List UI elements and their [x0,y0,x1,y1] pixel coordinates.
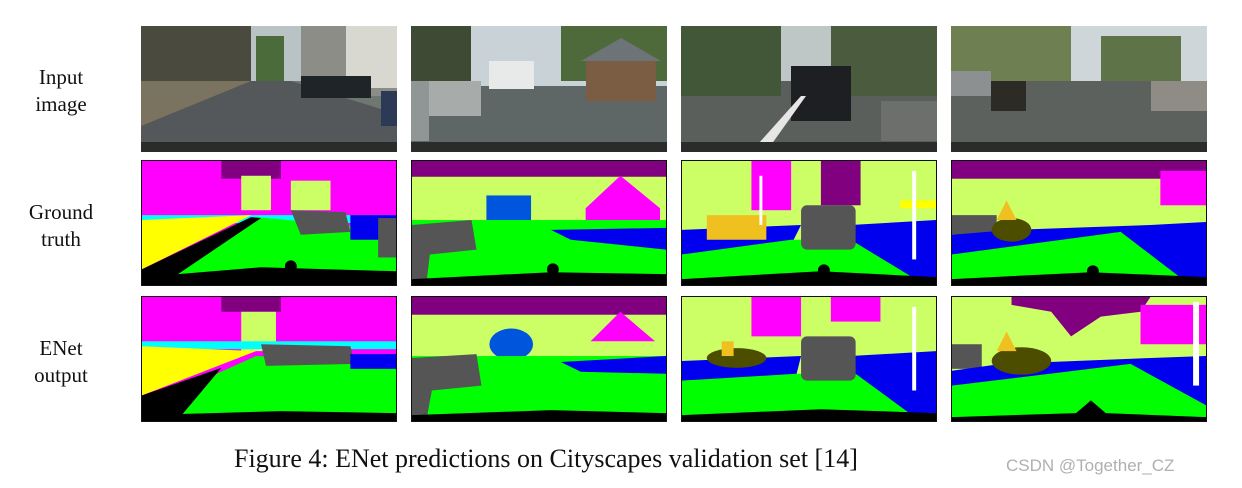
watermark: CSDN @Together_CZ [1006,456,1175,475]
figure-caption: Figure 4: ENet predictions on Cityscapes… [234,444,858,473]
row-label-line: output [34,363,88,387]
enet-output-1 [141,296,397,422]
row-label-enet-output: ENet output [0,335,122,389]
enet-output-4 [951,296,1207,422]
row-label-input-image: Input image [0,64,122,118]
ground-truth-1 [141,160,397,286]
ground-truth-4 [951,160,1207,286]
row-label-line: image [35,92,87,116]
row-label-line: Input [38,65,84,89]
input-image-4 [951,26,1207,152]
enet-output-2 [411,296,667,422]
ground-truth-3 [681,160,937,286]
input-image-3 [681,26,937,152]
row-label-line: Ground [28,200,94,224]
row-label-ground-truth: Ground truth [0,199,122,253]
ground-truth-2 [411,160,667,286]
row-label-line: truth [41,227,81,251]
row-label-line: ENet [39,336,83,360]
enet-output-3 [681,296,937,422]
input-image-1 [141,26,397,152]
input-image-2 [411,26,667,152]
